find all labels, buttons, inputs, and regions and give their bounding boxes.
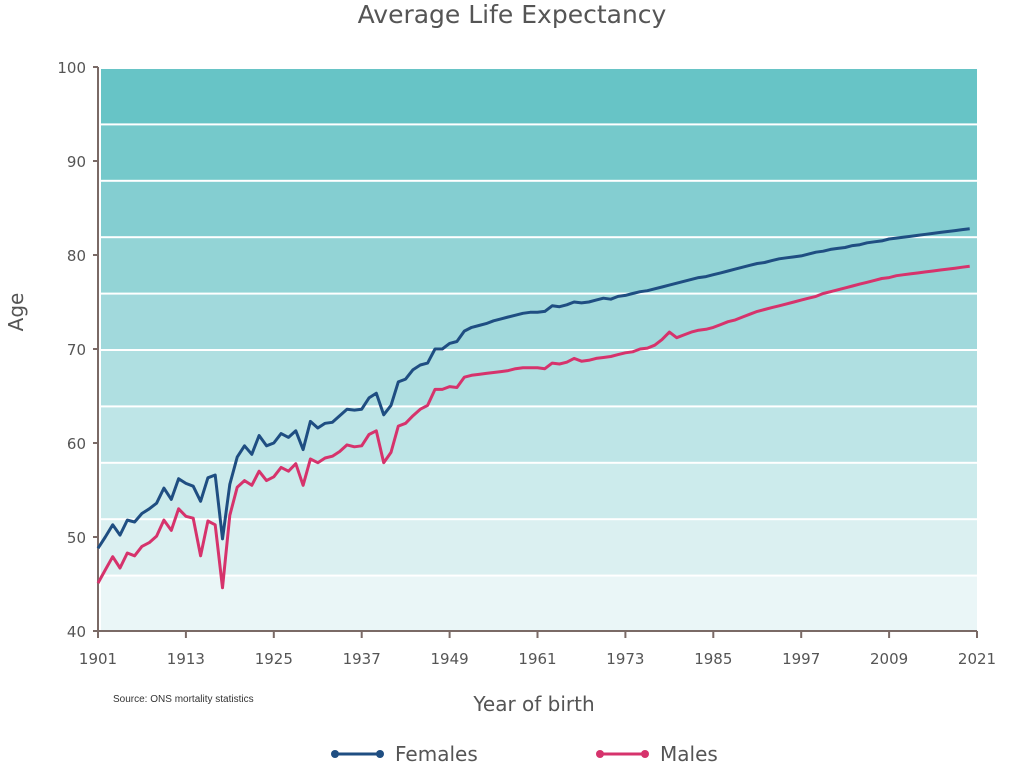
legend: Females Males [331,742,718,766]
legend-label-males: Males [660,742,718,766]
y-tick-label: 40 [67,623,86,641]
legend-label-females: Females [395,742,478,766]
x-tick-label: 1961 [518,650,556,668]
band-7 [101,181,977,237]
band-6 [101,238,977,293]
x-axis-label: Year of birth [473,692,595,716]
band-4 [101,351,977,406]
legend-marker-end-males [641,750,649,758]
x-tick-label: 2021 [958,650,996,668]
band-8 [101,125,977,180]
y-tick-label: 50 [67,529,86,547]
series-lines [96,227,970,590]
band-2 [101,463,977,519]
y-tick-label: 90 [67,153,86,171]
x-tick-label: 1901 [79,650,117,668]
y-axis-ticks: 40 50 60 70 80 90 100 [57,59,98,641]
band-9 [101,69,977,124]
legend-marker-end-females [376,750,384,758]
background-bands [101,69,977,631]
x-tick-label: 1973 [606,650,644,668]
band-1 [101,520,977,575]
y-tick-label: 70 [67,341,86,359]
y-tick-label: 60 [67,435,86,453]
band-5 [101,294,977,349]
x-tick-label: 1937 [343,650,381,668]
y-tick-label: 80 [67,247,86,265]
x-tick-label: 1997 [782,650,820,668]
legend-marker-start-females [331,750,339,758]
y-axis-label: Age [4,292,28,332]
x-tick-label: 1925 [255,650,293,668]
series-line-females [96,227,970,550]
source-note: Source: ONS mortality statistics [113,694,254,705]
series-line-males [96,264,970,590]
x-tick-label: 1985 [694,650,732,668]
x-tick-label: 1913 [167,650,205,668]
band-0 [101,576,977,631]
y-tick-label: 100 [57,59,86,77]
x-tick-label: 2009 [870,650,908,668]
chart-title: Average Life Expectancy [357,0,667,29]
legend-marker-start-males [596,750,604,758]
band-3 [101,407,977,462]
x-tick-label: 1949 [431,650,469,668]
x-axis-ticks: 1901 1913 1925 1937 1949 1961 1973 1985 1997 2009… [79,631,996,668]
